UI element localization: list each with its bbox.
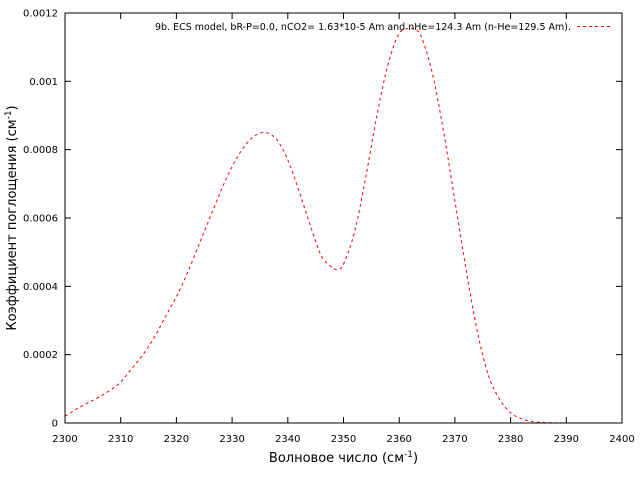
x-axis-title-superscript: -1 bbox=[404, 450, 413, 460]
x-tick-label: 2320 bbox=[164, 434, 189, 445]
y-tick-label: 0.0002 bbox=[23, 350, 58, 361]
x-tick-label: 2310 bbox=[108, 434, 133, 445]
x-tick-label: 2350 bbox=[331, 434, 356, 445]
y-tick-label: 0.0004 bbox=[23, 282, 58, 293]
series-line bbox=[64, 27, 622, 424]
y-axis-title: Коэффициент поглощения (см-1) bbox=[4, 105, 20, 330]
x-axis-title-main: Волновое число (см bbox=[269, 451, 404, 466]
x-axis-title-tail: ) bbox=[413, 451, 418, 466]
x-tick-label: 2340 bbox=[275, 434, 300, 445]
x-tick-label: 2360 bbox=[386, 434, 411, 445]
y-tick-label: 0.0012 bbox=[23, 9, 58, 20]
y-axis-title-superscript: -1 bbox=[4, 110, 14, 119]
y-tick-label: 0.001 bbox=[29, 77, 58, 88]
y-tick-label: 0.0008 bbox=[23, 145, 58, 156]
x-axis-title: Волновое число (см-1) bbox=[269, 450, 418, 466]
x-axis-ticks: 2300 2310 2320 2330 2340 2350 2360 2370 2380 2390… bbox=[52, 13, 635, 445]
y-axis-title-tail: ) bbox=[5, 105, 20, 110]
x-tick-label: 2380 bbox=[498, 434, 523, 445]
series-layer bbox=[64, 27, 622, 424]
y-axis-ticks: 0 0.0002 0.0004 0.0006 0.0008 0.001 0.0012 bbox=[23, 9, 622, 430]
x-tick-label: 2300 bbox=[52, 434, 77, 445]
x-tick-label: 2370 bbox=[442, 434, 467, 445]
x-tick-label: 2330 bbox=[219, 434, 244, 445]
legend: 9b. ECS model, bR-P=0.0, nCO2= 1.63*10-5… bbox=[155, 22, 610, 33]
y-tick-label: 0 bbox=[52, 419, 58, 430]
plot-frame bbox=[64, 12, 623, 424]
y-tick-label: 0.0006 bbox=[23, 214, 58, 225]
legend-label: 9b. ECS model, bR-P=0.0, nCO2= 1.63*10-5… bbox=[155, 22, 571, 33]
x-tick-label: 2390 bbox=[554, 434, 579, 445]
x-tick-label: 2400 bbox=[609, 434, 634, 445]
y-axis-title-main: Коэффициент поглощения (см bbox=[5, 119, 20, 330]
